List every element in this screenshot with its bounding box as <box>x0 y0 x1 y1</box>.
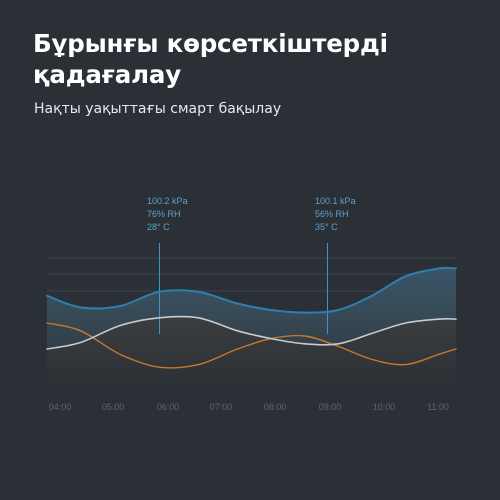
page-subtitle: Нақты уақыттағы смарт бақылау <box>34 101 282 117</box>
annotation-2-line-3: 35° C <box>315 222 338 232</box>
pressure-line <box>46 266 457 314</box>
chart-annotations: 100.2 kPa 76% RH 28° C 100.1 kPa 56% RH 35° C <box>147 196 356 232</box>
pressure-band <box>47 267 456 349</box>
annotation-1-line-3: 28° C <box>147 222 170 232</box>
annotation-2-line-2: 56% RH <box>315 209 349 219</box>
x-tick-label: 11:00 <box>427 402 449 412</box>
chart-areas <box>47 267 456 388</box>
annotation-1-line-1: 100.2 kPa <box>147 196 188 206</box>
x-tick-label: 04:00 <box>49 402 72 412</box>
x-axis-ticks: 04:00 05:00 06:00 07:00 08:00 09:00 10:00 11:00 <box>49 402 449 412</box>
x-tick-label: 10:00 <box>373 402 396 412</box>
x-tick-label: 05:00 <box>102 402 125 412</box>
annotation-2-line-1: 100.1 kPa <box>315 196 356 206</box>
x-tick-label: 07:00 <box>210 402 233 412</box>
x-tick-label: 08:00 <box>264 402 287 412</box>
humidity-line <box>46 315 457 350</box>
chart-markers <box>159 243 328 334</box>
page-title: Бұрынғы көрсеткіштерді қадағалау <box>33 29 388 89</box>
x-tick-label: 06:00 <box>157 402 180 412</box>
annotation-1-line-2: 76% RH <box>147 209 181 219</box>
chart-lines <box>46 266 457 369</box>
x-tick-label: 09:00 <box>319 402 342 412</box>
